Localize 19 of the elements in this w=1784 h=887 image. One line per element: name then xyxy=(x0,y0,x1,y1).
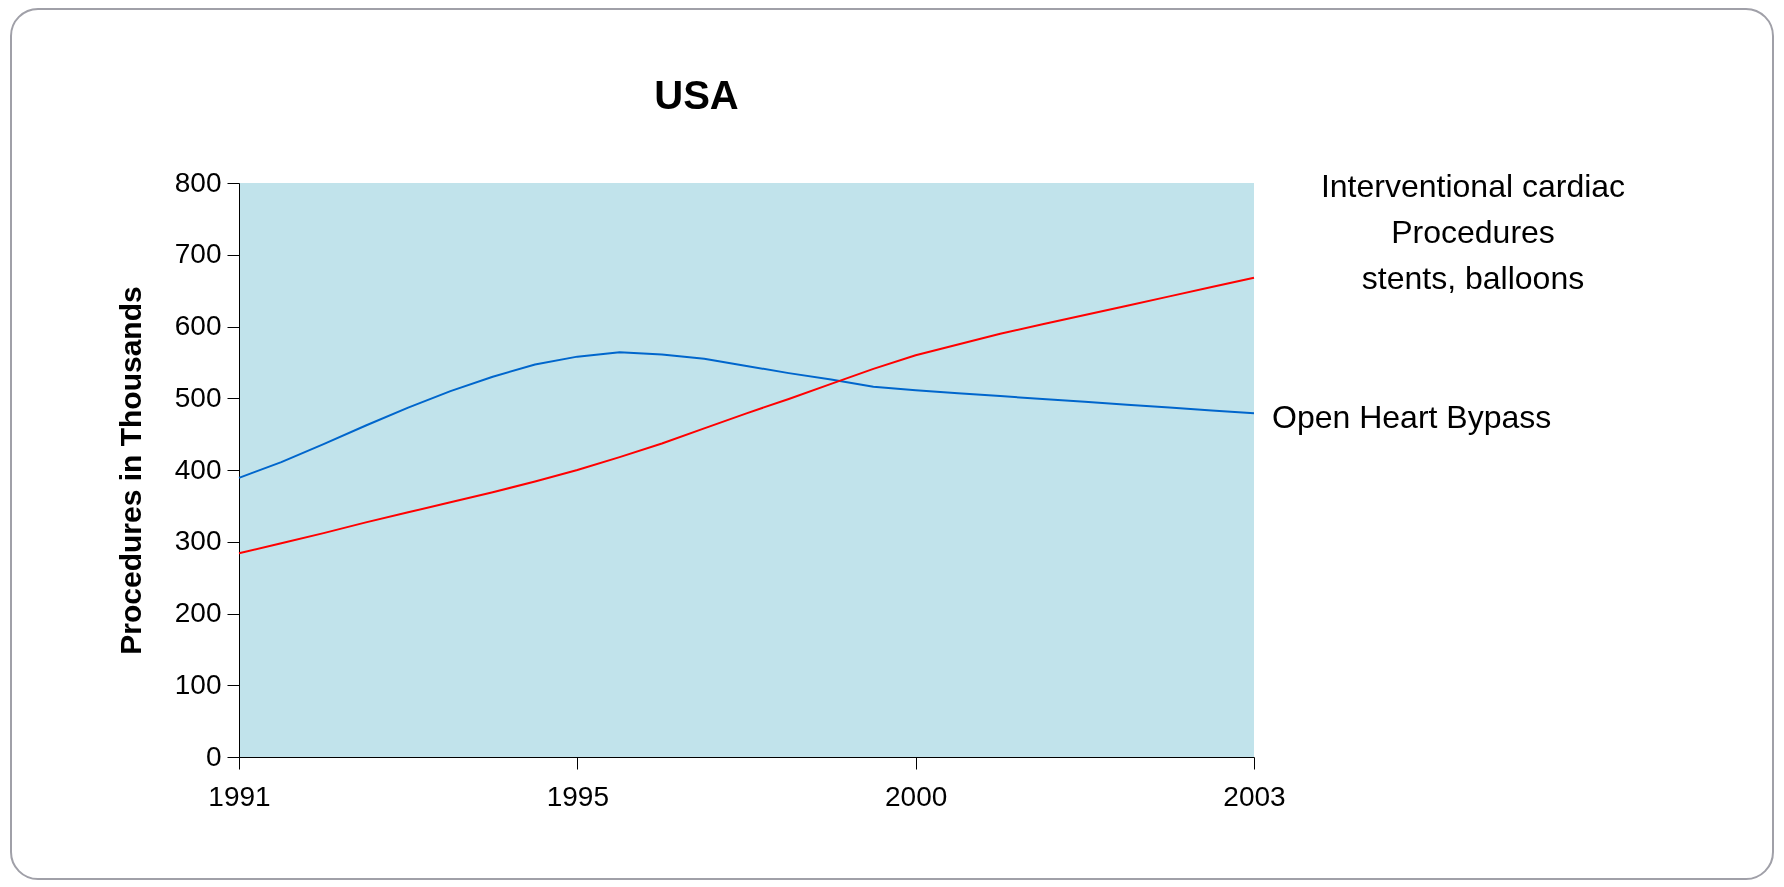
x-tick-label: 1995 xyxy=(546,780,609,812)
line-series xyxy=(238,276,1255,555)
y-axis-title: Procedures in Thousands xyxy=(113,286,147,655)
line-series xyxy=(238,351,1255,479)
y-tick-label: 200 xyxy=(174,597,222,628)
y-tick-label: 600 xyxy=(174,310,222,341)
y-tick-label: 500 xyxy=(174,381,222,413)
y-tick-label: 0 xyxy=(205,740,222,772)
series-label: Open Heart Bypass xyxy=(1272,399,1552,436)
y-tick-label: 100 xyxy=(174,668,222,700)
y-tick-label: 700 xyxy=(174,238,222,270)
x-tick-label: 2000 xyxy=(885,780,948,812)
text: Interventional cardiac Procedures stents, balloons xyxy=(1320,167,1626,296)
y-tick-label: 300 xyxy=(174,525,222,557)
x-tick-label: 2003 xyxy=(1223,780,1286,812)
y-tick-label: 800 xyxy=(174,166,222,198)
chart-title: USA xyxy=(654,73,739,117)
x-tick-label: 1991 xyxy=(208,780,271,812)
y-tick-label: 400 xyxy=(174,453,222,485)
